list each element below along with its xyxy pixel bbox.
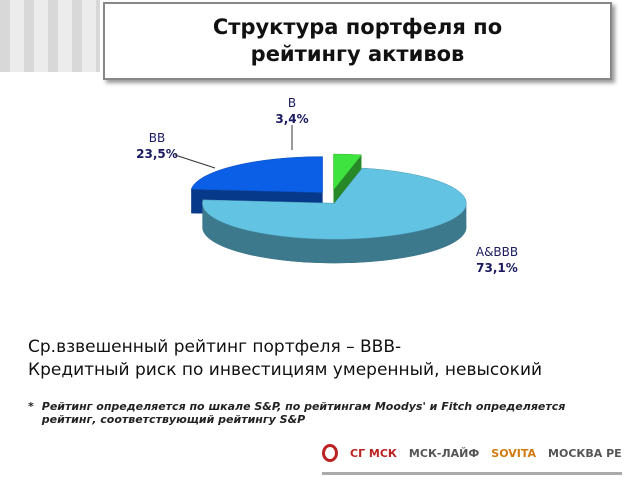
divider [322,472,622,475]
logo: МСК-ЛАЙФ [408,446,480,460]
footnote-marker: * [28,400,34,413]
logo: МОСКВА РЕ [548,446,622,460]
chart: A&BBB 73,1% BB 23,5% B 3,4% [136,96,518,275]
slice [202,167,467,240]
chart-title: Структура портфеля по рейтингу активов [212,14,503,66]
emblem [322,444,338,462]
decoration [0,0,100,72]
slice-category: A&BBB [476,245,518,259]
logos: СГ МСК МСК-ЛАЙФ SOVITA МОСКВА РЕ [322,444,622,462]
logo: СГ МСК [350,446,397,460]
summary-line: Кредитный риск по инвестициям умеренный,… [28,359,543,380]
slice-category: BB [149,131,165,145]
footnote-text: Рейтинг определяется по шкале S&P, по ре… [41,400,566,426]
slice-category: B [288,96,296,110]
slice [190,156,323,193]
leader [174,154,216,169]
slice [333,153,362,191]
summary-line: Ср.взвешенный рейтинг портфеля – BBB- [28,337,402,357]
footnote: * Рейтинг определяется по шкале S&P, по р… [28,400,588,426]
title-box: Структура портфеля по рейтингу активов [103,2,612,80]
slice-value-label: 73,1% [476,261,518,275]
summary: Ср.взвешенный рейтинг портфеля – BBB- Кр… [28,336,542,382]
slice-value-label: 3,4% [275,112,308,126]
slice-side [202,203,467,264]
slice-value-label: 23,5% [136,147,178,161]
logo: SOVITA [491,446,537,460]
